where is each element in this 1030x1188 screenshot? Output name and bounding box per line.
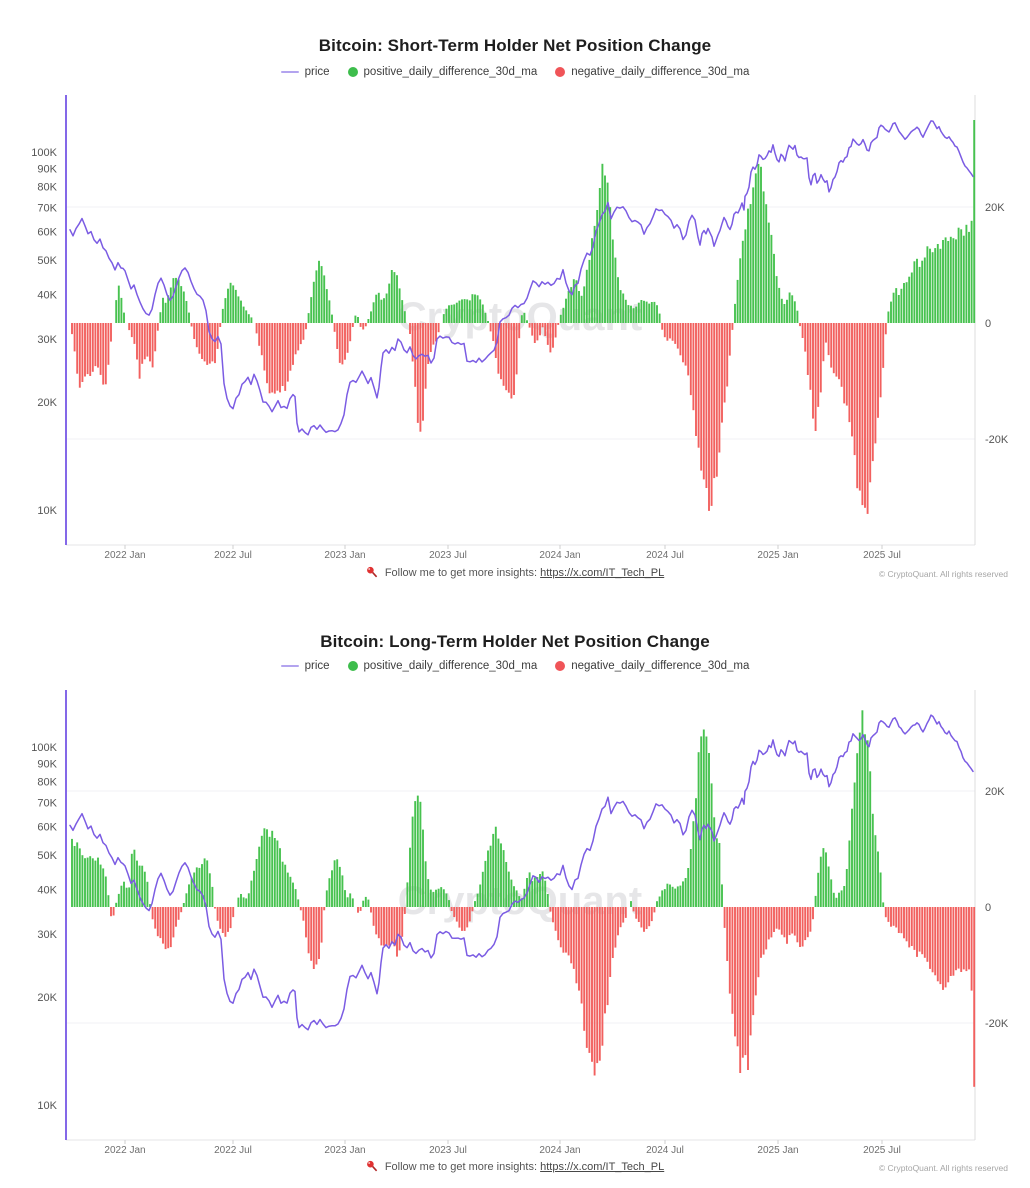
y-axis-left-label: 10K [37, 505, 57, 517]
legend-label-negative: negative_daily_difference_30d_ma [571, 660, 750, 672]
y-axis-left-label: 60K [37, 226, 57, 238]
negative-dot-swatch [555, 67, 566, 77]
legend-item-price: price [280, 66, 330, 78]
pushpin-icon [366, 566, 377, 578]
y-axis-left-label: 90K [37, 758, 57, 770]
price-line-swatch [280, 71, 299, 73]
legend-item-price: price [280, 660, 330, 672]
legend-short-term: price positive_daily_difference_30d_ma n… [0, 66, 1030, 78]
y-axis-right-label: 0 [985, 902, 991, 914]
pushpin-icon [366, 1160, 377, 1172]
positive-dot-swatch [347, 67, 358, 77]
legend-item-positive: positive_daily_difference_30d_ma [347, 66, 538, 78]
y-axis-left-label: 40K [37, 885, 57, 897]
legend-label-negative: negative_daily_difference_30d_ma [571, 66, 750, 78]
x-axis-label: 2022 Jul [214, 1145, 252, 1156]
y-axis-right-label: 0 [985, 318, 991, 330]
footer-note-text: Follow me to get more insights: [384, 1161, 541, 1173]
x-axis-label: 2025 Jul [863, 550, 901, 561]
y-axis-left-label: 70K [37, 203, 57, 215]
y-axis-right-label: 20K [985, 202, 1005, 214]
y-axis-left-label: 100K [31, 147, 57, 159]
footer-long-term: Follow me to get more insights: https://… [0, 1160, 1030, 1176]
positive-dot-swatch [347, 661, 358, 671]
chart-title-long-term: Bitcoin: Long-Term Holder Net Position C… [320, 632, 710, 651]
legend-item-negative: negative_daily_difference_30d_ma [555, 660, 749, 672]
x-axis-label: 2023 Jan [324, 1145, 365, 1156]
x-axis-label: 2022 Jan [104, 1145, 145, 1156]
legend-label-price: price [304, 660, 330, 672]
x-axis-label: 2022 Jan [104, 550, 145, 561]
y-axis-left-label: 80K [37, 182, 57, 194]
y-axis-left-label: 70K [37, 798, 57, 810]
x-axis-label: 2025 Jan [757, 1145, 798, 1156]
x-axis-label: 2023 Jul [429, 550, 467, 561]
chart-title-short-term: Bitcoin: Short-Term Holder Net Position … [318, 36, 712, 55]
y-axis-right-label: -20K [985, 434, 1009, 446]
y-axis-left-label: 50K [37, 255, 57, 267]
footer-note-text: Follow me to get more insights: [384, 567, 541, 579]
x-axis-label: 2024 Jul [646, 550, 684, 561]
y-axis-left-label: 50K [37, 850, 57, 862]
y-axis-left-label: 60K [37, 821, 57, 833]
legend-label-positive: positive_daily_difference_30d_ma [363, 66, 538, 78]
legend-label-price: price [304, 66, 330, 78]
copyright-text: © CryptoQuant. All rights reserved [878, 1163, 1008, 1173]
y-axis-left-label: 20K [37, 992, 57, 1004]
y-axis-left-label: 80K [37, 777, 57, 789]
x-axis-label: 2023 Jan [324, 550, 365, 561]
y-axis-left-label: 30K [37, 929, 57, 941]
price-line-swatch [280, 665, 299, 667]
x-axis-label: 2024 Jan [539, 550, 580, 561]
copyright-text: © CryptoQuant. All rights reserved [878, 569, 1008, 579]
x-axis-label: 2024 Jan [539, 1145, 580, 1156]
x-axis-label: 2025 Jan [757, 550, 798, 561]
legend-long-term: price positive_daily_difference_30d_ma n… [0, 660, 1030, 672]
negative-dot-swatch [555, 661, 566, 671]
legend-item-negative: negative_daily_difference_30d_ma [555, 66, 749, 78]
y-axis-left-label: 40K [37, 290, 57, 302]
x-axis-label: 2023 Jul [429, 1145, 467, 1156]
y-axis-right-label: -20K [985, 1018, 1009, 1030]
y-axis-left-label: 20K [37, 397, 57, 409]
y-axis-left-label: 90K [37, 163, 57, 175]
footer-follow-line: Follow me to get more insights: https://… [0, 1160, 1030, 1173]
footer-short-term: Follow me to get more insights: https://… [0, 566, 1030, 582]
y-axis-right-label: 20K [985, 786, 1005, 798]
footer-link[interactable]: https://x.com/IT_Tech_PL [540, 567, 665, 579]
y-axis-left-label: 10K [37, 1100, 57, 1112]
footer-link[interactable]: https://x.com/IT_Tech_PL [540, 1161, 665, 1173]
x-axis-label: 2024 Jul [646, 1145, 684, 1156]
x-axis-label: 2025 Jul [863, 1145, 901, 1156]
y-axis-left-label: 30K [37, 334, 57, 346]
legend-label-positive: positive_daily_difference_30d_ma [363, 660, 538, 672]
x-axis-label: 2022 Jul [214, 550, 252, 561]
footer-follow-line: Follow me to get more insights: https://… [0, 566, 1030, 579]
y-axis-left-label: 100K [31, 742, 57, 754]
legend-item-positive: positive_daily_difference_30d_ma [347, 660, 538, 672]
